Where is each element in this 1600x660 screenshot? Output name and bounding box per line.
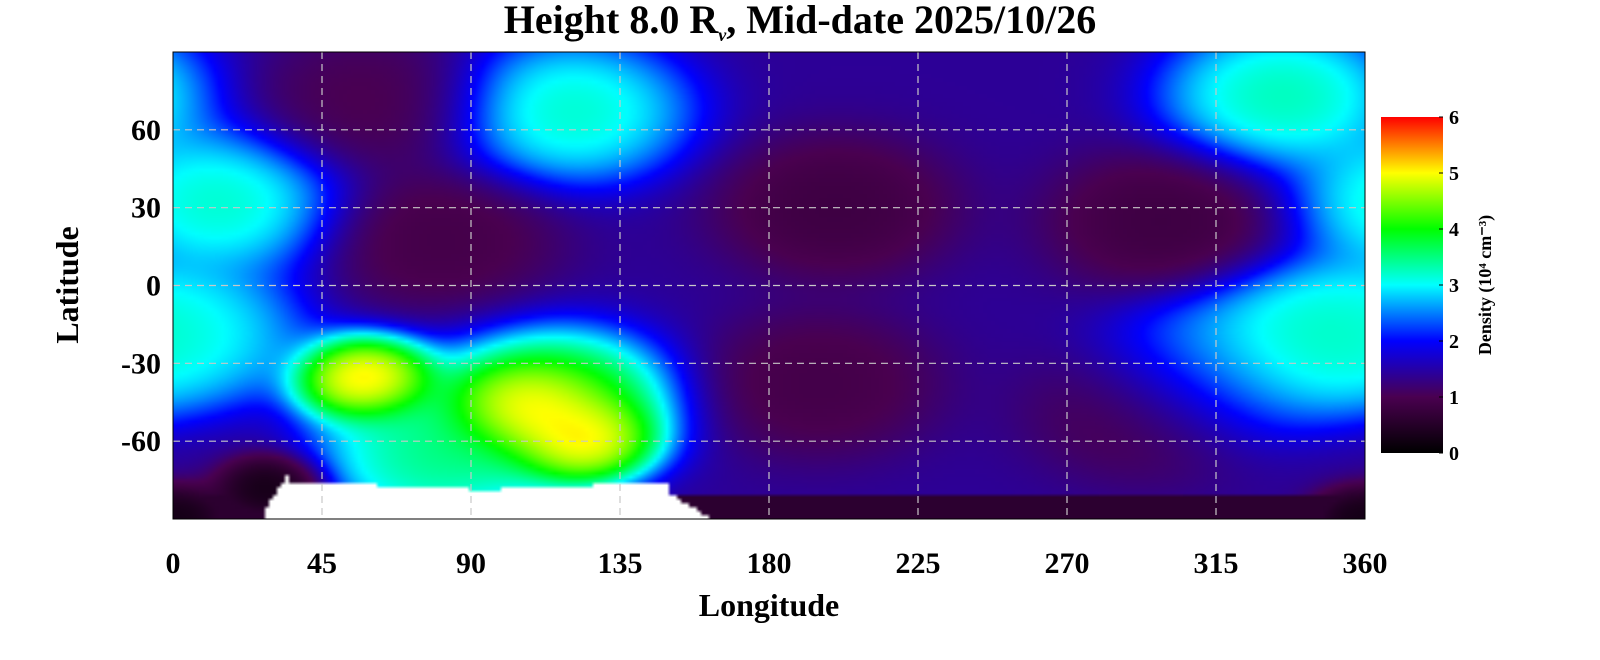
colorbar-tick-label: 1	[1449, 387, 1459, 409]
colorbar-label: Density (10⁴ cm⁻³)	[1475, 215, 1496, 355]
colorbar: 0 1 2 3 4 5 6 Density (10⁴ cm⁻³)	[1381, 107, 1496, 465]
x-tick-label: 315	[1194, 547, 1239, 580]
x-tick-label: 0	[166, 547, 181, 580]
colorbar-ticks: 0 1 2 3 4 5 6	[1439, 107, 1459, 465]
colorbar-tick-label: 2	[1449, 331, 1459, 353]
plot-area	[173, 52, 1365, 519]
x-tick-label: 360	[1343, 547, 1388, 580]
x-tick-labels: 0 45 90 135 180 225 270 315 360	[166, 547, 1388, 580]
y-axis-label: Latitude	[49, 226, 85, 343]
x-tick-label: 45	[307, 547, 337, 580]
y-tick-label: 0	[146, 270, 161, 303]
y-tick-label: -60	[121, 425, 161, 458]
x-tick-label: 270	[1045, 547, 1090, 580]
chart-title: Height 8.0 Rν, Mid-date 2025/10/26	[0, 0, 1600, 55]
x-axis-label: Longitude	[699, 587, 839, 623]
y-tick-label: 60	[131, 114, 161, 147]
y-tick-label: -30	[121, 347, 161, 380]
plot-frame	[172, 51, 1366, 520]
grid-lines	[173, 52, 1365, 519]
colorbar-tick-label: 0	[1449, 443, 1459, 465]
x-tick-label: 225	[896, 547, 941, 580]
colorbar-tick-label: 3	[1449, 275, 1459, 297]
colorbar-tick-label: 4	[1449, 219, 1459, 241]
x-tick-label: 135	[598, 547, 643, 580]
title-prefix: Height 8.0 R	[503, 0, 719, 42]
x-tick-label: 180	[747, 547, 792, 580]
title-subscript: ν	[718, 25, 727, 45]
title-suffix: , Mid-date 2025/10/26	[726, 0, 1097, 42]
colorbar-gradient	[1381, 117, 1443, 453]
y-tick-label: 30	[131, 192, 161, 225]
x-tick-label: 90	[456, 547, 486, 580]
colorbar-tick-label: 5	[1449, 163, 1459, 185]
colorbar-tick-label: 6	[1449, 107, 1459, 129]
y-tick-labels: -60 -30 0 30 60	[121, 114, 161, 458]
